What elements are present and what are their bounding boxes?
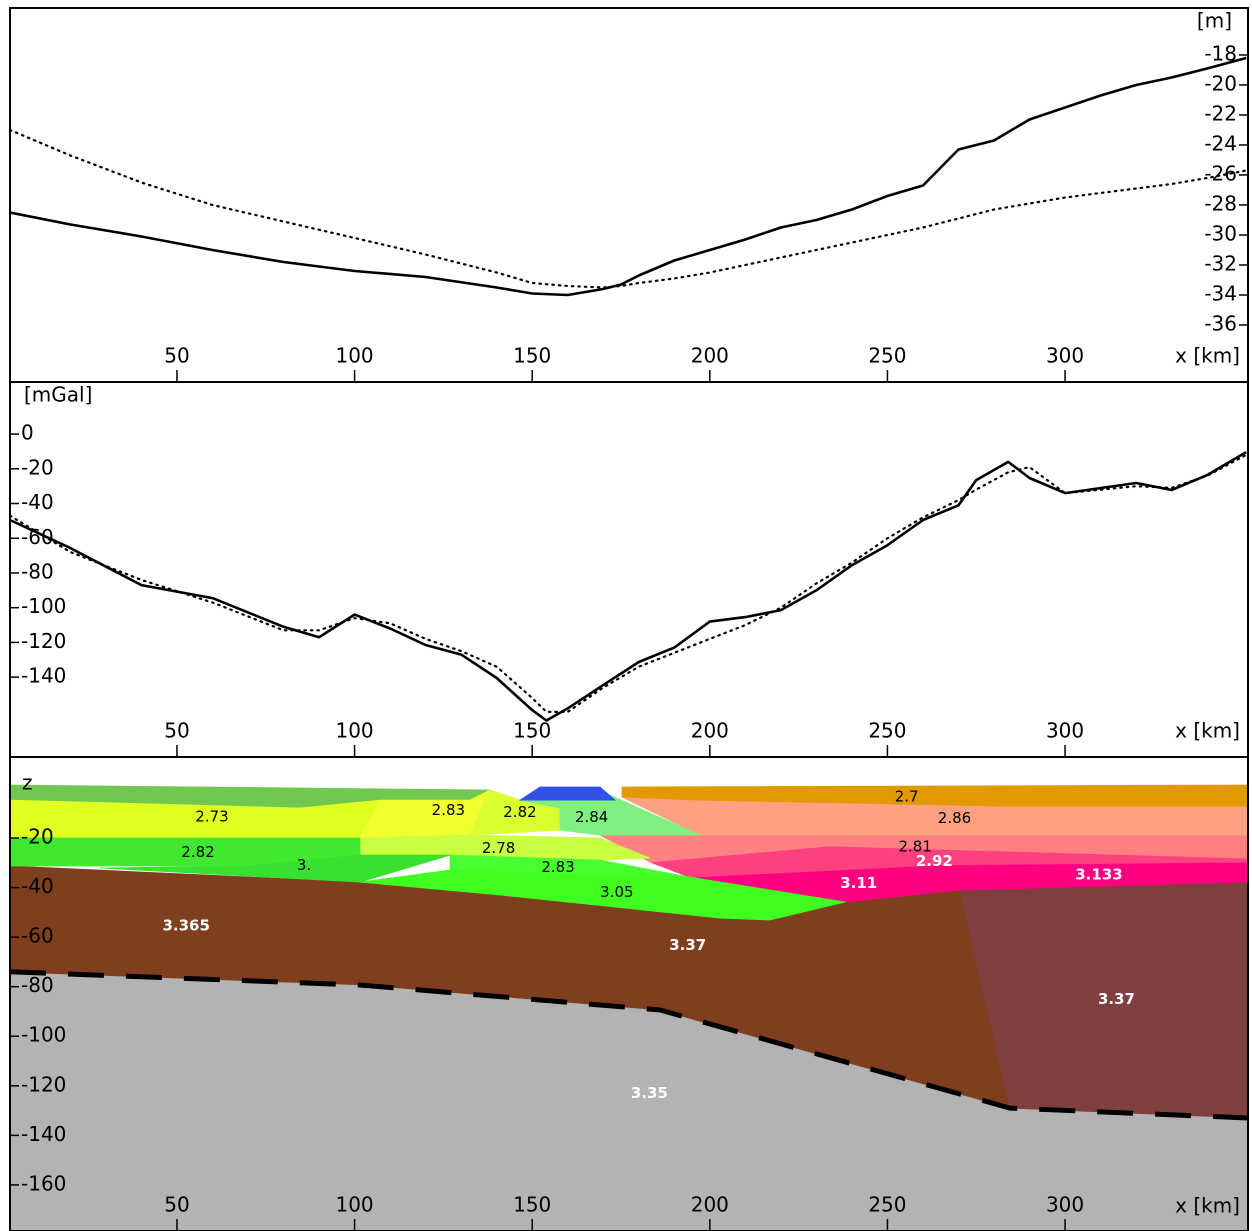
y-tick-label: 0	[21, 421, 34, 445]
model-body	[518, 786, 617, 801]
y-tick-label: -26	[1204, 161, 1237, 185]
density-label: 2.7	[895, 787, 919, 805]
density-label: 3.37	[1098, 990, 1135, 1008]
density-label: 3.37	[669, 936, 706, 954]
data-line	[10, 128, 1248, 289]
y-tick-label: -28	[1204, 191, 1237, 215]
model-body	[621, 784, 1248, 807]
density-label: 3.365	[162, 917, 209, 935]
y-tick-label: -100	[21, 1023, 66, 1047]
y-tick-label: -100	[21, 594, 66, 618]
plot-area: 3.35 3.365 3.37 3.37 3.133 3.11 2.922.81 2.86 2.…	[10, 784, 1248, 1231]
x-tick-label: 300	[1046, 1193, 1084, 1217]
y-tick-label: -60	[21, 924, 54, 948]
x-tick-label: 150	[513, 1193, 551, 1217]
data-line	[10, 453, 1248, 713]
density-label: 2.83	[432, 801, 465, 819]
x-tick-label: 250	[868, 1193, 906, 1217]
y-tick-label: -32	[1204, 251, 1237, 275]
y-tick-label: -80	[21, 559, 54, 583]
density-label: 2.82	[181, 843, 214, 861]
boundary-line	[10, 969, 1248, 1121]
y-axis-label: [mGal]	[24, 383, 92, 407]
data-line	[10, 56, 1247, 297]
y-tick-label: -140	[21, 664, 66, 688]
y-axis-label: [m]	[1197, 9, 1232, 33]
x-tick-label: 100	[335, 344, 373, 368]
x-tick-label: 250	[868, 719, 906, 743]
y-tick-label: -40	[21, 874, 54, 898]
x-tick-label: 300	[1046, 719, 1084, 743]
x-tick-label: 50	[164, 719, 189, 743]
y-axis-label: z	[22, 771, 33, 795]
plot-area	[10, 450, 1248, 722]
density-label: 3.11	[840, 874, 877, 892]
density-label: 2.82	[503, 803, 536, 821]
plot-area	[10, 56, 1248, 297]
y-tick-label: -120	[21, 1072, 66, 1096]
x-tick-label: 250	[868, 344, 906, 368]
x-tick-label: 200	[691, 719, 729, 743]
x-tick-label: 50	[164, 1193, 189, 1217]
density-label: 2.83	[541, 858, 574, 876]
y-tick-label: -36	[1204, 311, 1237, 335]
x-tick-label: 100	[335, 719, 373, 743]
density-label: 3.	[297, 856, 311, 874]
x-tick-label: 150	[513, 344, 551, 368]
x-axis-label: x [km]	[1175, 1194, 1240, 1218]
y-tick-label: -20	[1204, 71, 1237, 95]
x-tick-label: 150	[513, 719, 551, 743]
x-tick-label: 200	[691, 344, 729, 368]
y-tick-label: -24	[1204, 131, 1237, 155]
density-label: 2.78	[482, 839, 515, 857]
y-tick-label: -34	[1204, 281, 1237, 305]
y-tick-label: -60	[21, 525, 54, 549]
x-tick-label: 50	[164, 344, 189, 368]
model-body	[359, 869, 846, 921]
model-body	[99, 854, 451, 883]
panel-frame	[9, 756, 1249, 1231]
y-tick-label: -30	[1204, 221, 1237, 245]
y-tick-label: -140	[21, 1122, 66, 1146]
density-label: 3.133	[1075, 865, 1122, 883]
x-axis-label: x [km]	[1175, 719, 1240, 743]
y-tick-label: -22	[1204, 101, 1237, 125]
y-tick-label: -80	[21, 973, 54, 997]
model-body	[520, 794, 701, 836]
density-label: 2.84	[575, 808, 608, 826]
data-line	[10, 450, 1247, 722]
x-tick-label: 300	[1046, 344, 1084, 368]
y-tick-label: -40	[21, 490, 54, 514]
y-tick-label: -160	[21, 1171, 66, 1195]
y-tick-label: -120	[21, 629, 66, 653]
y-tick-label: -18	[1204, 41, 1237, 65]
density-label: 3.35	[631, 1084, 668, 1102]
y-tick-label: -20	[21, 455, 54, 479]
y-tick-label: -20	[21, 825, 54, 849]
density-label: 2.81	[899, 838, 932, 856]
x-axis-label: x [km]	[1175, 344, 1240, 368]
density-label: 2.92	[916, 852, 953, 870]
panel-background	[10, 382, 1248, 757]
x-tick-label: 200	[691, 1193, 729, 1217]
x-tick-label: 100	[335, 1193, 373, 1217]
density-label: 2.86	[938, 809, 971, 827]
panel-background	[10, 8, 1248, 382]
density-label: 3.05	[600, 883, 633, 901]
density-label: 2.73	[195, 807, 228, 825]
